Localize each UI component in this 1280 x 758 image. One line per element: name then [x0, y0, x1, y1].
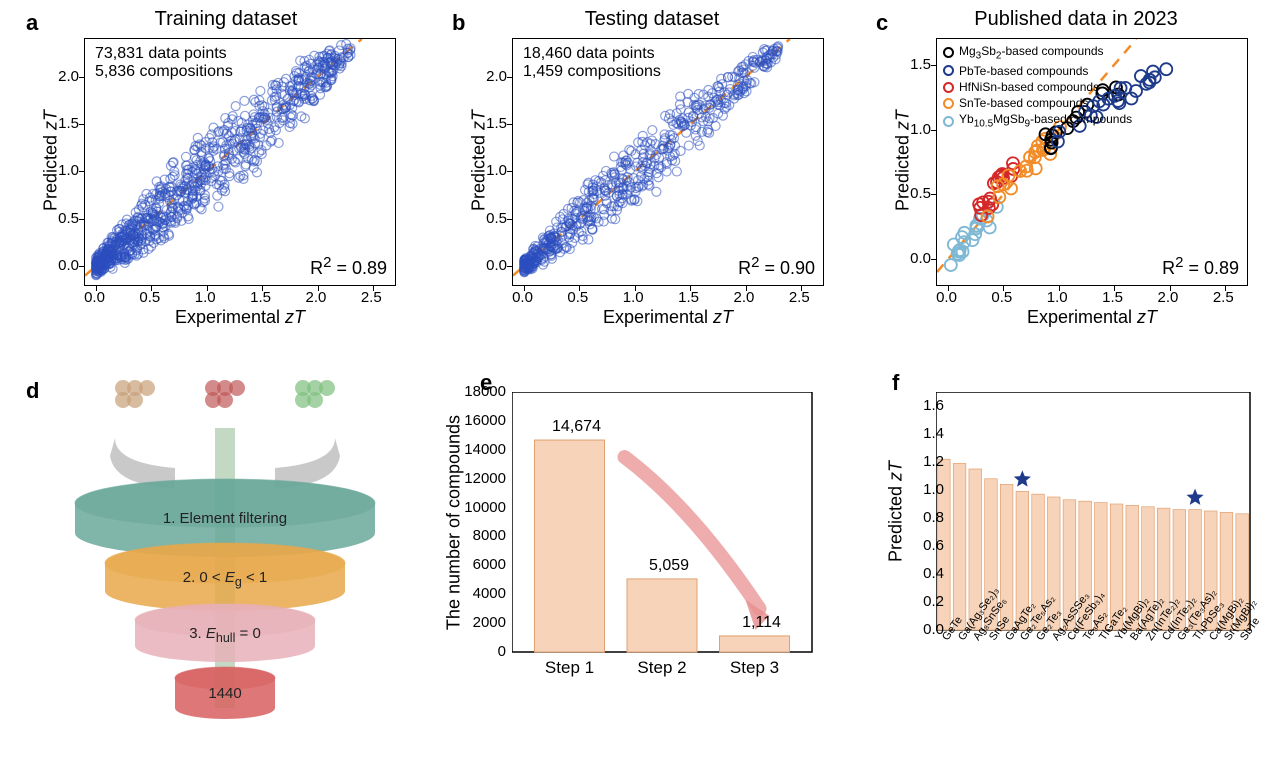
panel-c-label: c	[876, 10, 888, 36]
annotation: 18,460 data points1,459 compositions	[523, 45, 661, 81]
scatter-c: 0.00.51.01.52.02.50.00.51.01.5Experiment…	[936, 38, 1248, 286]
bar-category: Step 3	[712, 658, 798, 678]
funnel-d: 1. Element filtering 2. 0 < Eg < 1 3. Ehul…	[55, 368, 395, 748]
legend-swatch	[943, 65, 954, 76]
legend-text: HfNiSn-based compounds	[959, 79, 1099, 95]
annotation: 73,831 data points5,836 compositions	[95, 45, 233, 81]
r2: R2 = 0.89	[1162, 254, 1239, 279]
funnel-step: 2. 0 < Eg < 1	[55, 569, 395, 589]
panel-d-label: d	[26, 378, 39, 404]
legend-item: SnTe-based compounds	[943, 95, 1132, 111]
legend-swatch	[943, 47, 954, 58]
bar-e: 0200040006000800010000120001400016000180…	[512, 392, 842, 702]
ylabel: Predicted zT	[893, 38, 914, 284]
funnel-step: 3. Ehull = 0	[55, 625, 395, 645]
bar-category: Step 1	[527, 658, 613, 678]
ylabel: Predicted zT	[469, 38, 490, 284]
legend-item: Yb10.5MgSb9-based compounds	[943, 111, 1132, 131]
xlabel: Experimental zT	[513, 307, 823, 328]
panel-a-label: a	[26, 10, 38, 36]
panel-c-title: Published data in 2023	[906, 8, 1246, 31]
legend-text: PbTe-based compounds	[959, 63, 1088, 79]
bar-value: 14,674	[530, 418, 624, 436]
xlabel: Experimental zT	[85, 307, 395, 328]
star-icon	[1186, 489, 1203, 505]
panel-b-title: Testing dataset	[482, 8, 822, 31]
legend-text: SnTe-based compounds	[959, 95, 1088, 111]
ylabel: Predicted zT	[886, 393, 907, 631]
funnel-step: 1. Element filtering	[55, 510, 395, 527]
r2: R2 = 0.89	[310, 254, 387, 279]
xlabel: Experimental zT	[937, 307, 1247, 328]
ylabel: Predicted zT	[41, 38, 62, 284]
ylabel: The number of compounds	[444, 393, 465, 653]
scatter-b: 0.00.51.01.52.02.50.00.51.01.52.0Experim…	[512, 38, 824, 286]
scatter-a: 0.00.51.01.52.02.50.00.51.01.52.0Experim…	[84, 38, 396, 286]
star-icon	[1014, 470, 1031, 486]
bar-f: 0.00.20.40.60.81.01.21.41.6GeTeGa(Ag₃Se₂…	[936, 392, 1266, 742]
legend-swatch	[943, 82, 954, 93]
legend-swatch	[943, 116, 954, 127]
legend-text: Mg3Sb2-based compounds	[959, 43, 1104, 63]
legend-item: HfNiSn-based compounds	[943, 79, 1132, 95]
legend-swatch	[943, 98, 954, 109]
panel-a-title: Training dataset	[56, 8, 396, 31]
panel-b-label: b	[452, 10, 465, 36]
legend-item: PbTe-based compounds	[943, 63, 1132, 79]
legend: Mg3Sb2-based compoundsPbTe-based compoun…	[943, 43, 1132, 131]
bar-value: 5,059	[622, 557, 716, 575]
bar-value: 1,114	[715, 614, 809, 632]
bar-category: Step 2	[619, 658, 705, 678]
funnel-step: 1440	[55, 685, 395, 702]
legend-item: Mg3Sb2-based compounds	[943, 43, 1132, 63]
r2: R2 = 0.90	[738, 254, 815, 279]
legend-text: Yb10.5MgSb9-based compounds	[959, 111, 1132, 131]
